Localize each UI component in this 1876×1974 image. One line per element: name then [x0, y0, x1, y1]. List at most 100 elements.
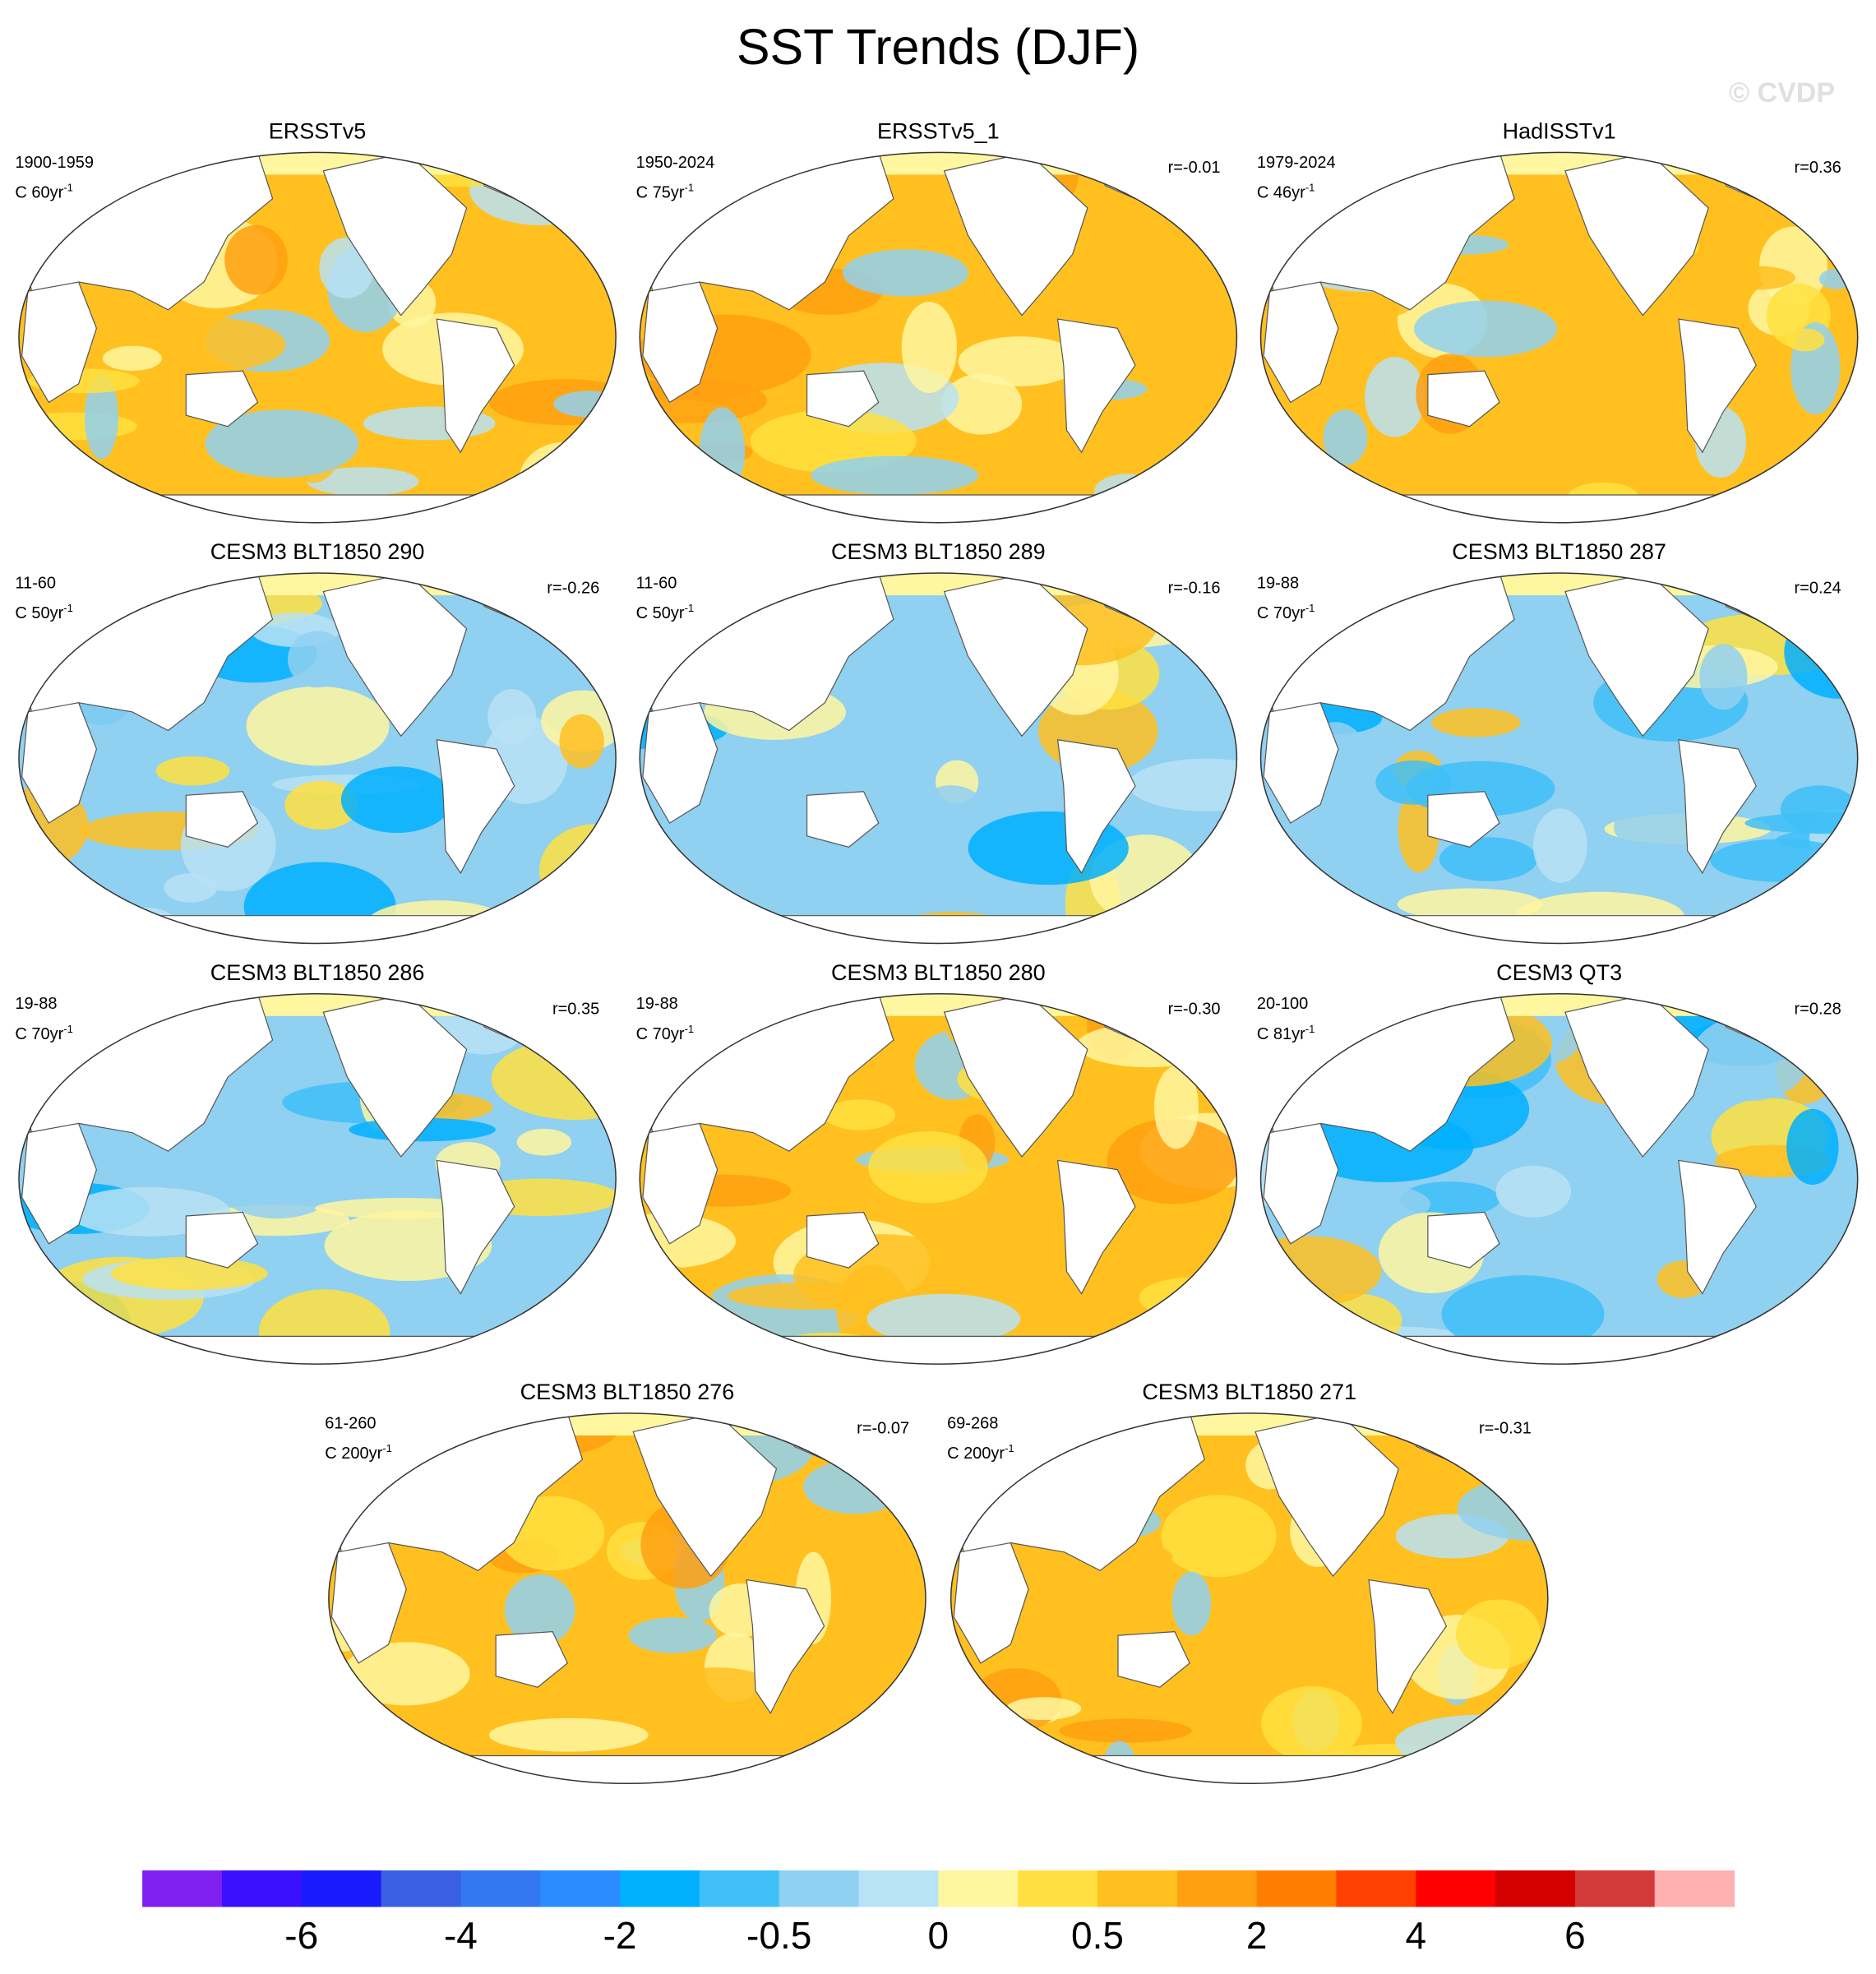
land [640, 1335, 1237, 1365]
unit-exponent: -1 [685, 602, 695, 614]
land [330, 1542, 407, 1664]
land [1564, 993, 1709, 1158]
field-blob [1441, 1275, 1605, 1353]
map-outline [1259, 572, 1859, 945]
field-blob [1718, 266, 1796, 290]
field-blob [340, 766, 453, 834]
field-blob [307, 467, 419, 497]
unit-exponent: -1 [382, 1442, 392, 1454]
period-label: 1900-1959 [15, 154, 94, 172]
correlation-label: r=-0.16 [1168, 580, 1221, 598]
field-blob [958, 336, 1081, 386]
field-blob [488, 1717, 649, 1752]
field-blob [155, 756, 230, 786]
field-blob [1260, 495, 1315, 523]
field-blob [1151, 916, 1189, 944]
watermark: © CVDP [1729, 77, 1835, 109]
field-blob [1261, 1685, 1363, 1761]
unit-text: C 75yr [636, 184, 685, 202]
unit-exponent: -1 [1305, 602, 1315, 614]
field-blob [491, 1038, 617, 1121]
field-blob [1161, 1495, 1277, 1578]
map-field [640, 152, 1237, 523]
unit-text: C 60yr [15, 184, 63, 202]
arctic-band [640, 152, 1237, 175]
field-blob [1786, 1108, 1839, 1185]
field-blob [110, 1256, 268, 1291]
unit-exponent: -1 [1305, 182, 1315, 194]
arctic-band [640, 993, 1237, 1016]
unit-label: C 50yr-1 [636, 602, 694, 622]
map-panel: CESM3 BLT1850 290 11-60 C 50yr-1 r=-0.26 [15, 539, 617, 945]
colorbar-box [620, 1870, 700, 1907]
arctic-band [18, 152, 617, 175]
colorbar-box [142, 1870, 223, 1907]
land [642, 702, 719, 824]
land [21, 281, 98, 404]
field-blob [224, 224, 288, 295]
unit-text: C 200yr [325, 1445, 382, 1463]
panel-title: CESM3 BLT1850 290 [210, 539, 425, 564]
arctic-band [18, 993, 617, 1016]
colorbar-box [1495, 1870, 1576, 1907]
field-blob [913, 785, 990, 852]
land [1678, 739, 1757, 875]
correlation-label: r=-0.30 [1168, 1000, 1221, 1018]
correlation-label: r=-0.07 [857, 1419, 909, 1437]
map-outline [1259, 992, 1859, 1365]
land [18, 1335, 617, 1365]
land [1564, 152, 1709, 317]
unit-text: C 81yr [1257, 1025, 1305, 1043]
colorbar-label: 6 [1564, 1914, 1586, 1957]
map-outline [639, 992, 1238, 1365]
colorbar-box [779, 1870, 860, 1907]
field-blob [901, 302, 957, 394]
field-blob [1439, 837, 1538, 881]
field-blob [538, 824, 617, 918]
arctic-band [1260, 573, 1858, 596]
field-blob [1260, 1291, 1338, 1365]
land [436, 739, 515, 875]
land [495, 1631, 569, 1688]
land [1263, 281, 1339, 404]
panel-title: ERSSTv5 [269, 119, 367, 144]
map-panel: CESM3 BLT1850 289 11-60 C 50yr-1 r=-0.16 [636, 539, 1238, 945]
field-blob [641, 1667, 792, 1741]
field-blob [824, 1099, 896, 1130]
land [806, 1211, 880, 1269]
unit-label: C 200yr-1 [325, 1442, 392, 1463]
map-field [18, 993, 617, 1365]
map-panel: CESM3 BLT1850 271 69-268 C 200yr-1 r=-0.31 [947, 1380, 1549, 1785]
arctic-band [328, 1412, 926, 1435]
arctic-band [18, 573, 617, 596]
unit-label: C 200yr-1 [947, 1442, 1014, 1463]
map-outline [328, 1412, 926, 1785]
field-blob [1395, 1714, 1548, 1770]
colorbar-box [301, 1870, 382, 1907]
field-blob [215, 1147, 340, 1219]
land [806, 791, 880, 848]
field-blob [1129, 758, 1237, 811]
unit-text: C 70yr [15, 1025, 63, 1043]
unit-exponent: -1 [63, 602, 73, 614]
correlation-label: r=0.28 [1795, 1000, 1841, 1018]
unit-text: C 70yr [636, 1025, 685, 1043]
unit-label: C 70yr-1 [15, 1023, 72, 1043]
land [1056, 739, 1136, 875]
period-label: 19-88 [636, 995, 678, 1013]
field-blob [866, 1293, 1021, 1344]
land [21, 702, 98, 824]
period-label: 69-268 [947, 1414, 998, 1432]
field-blob [1710, 839, 1852, 882]
field-blob [1126, 222, 1237, 284]
period-label: 19-88 [15, 995, 57, 1013]
arctic-band [640, 573, 1237, 596]
field-blob [940, 373, 1023, 435]
field-blob [1818, 268, 1854, 289]
map-outline [18, 992, 617, 1365]
field-blob [1780, 785, 1858, 834]
field-blob [102, 345, 162, 372]
colorbar-label: 0 [928, 1914, 950, 1957]
correlation-label: r=0.36 [1795, 159, 1841, 177]
